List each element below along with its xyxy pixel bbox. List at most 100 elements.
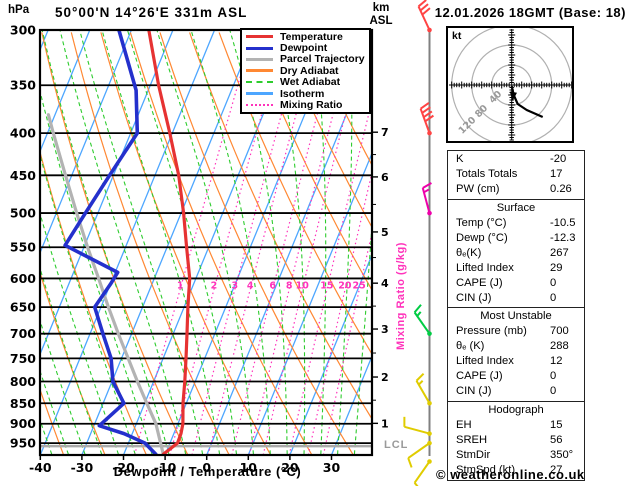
isotherm-line	[40, 30, 91, 154]
dry-adiabat-line	[41, 32, 189, 455]
index-row: Totals Totals 17	[448, 167, 584, 182]
hodograph-unit-label: kt	[452, 30, 462, 42]
wind-barb-full-tick	[421, 7, 431, 16]
mixing-ratio-value-label: 4	[247, 281, 254, 292]
index-value: 17	[550, 168, 563, 181]
index-row: Dewp (°C) -12.3	[448, 231, 584, 246]
index-row: StmDir 350°	[448, 448, 584, 463]
wind-barb	[413, 459, 432, 486]
legend: Temperature Dewpoint Parcel Trajectory Dry …	[240, 28, 371, 114]
wind-barb-full-tick	[413, 482, 419, 486]
index-row: Lifted Index 12	[448, 354, 584, 369]
km-tick-label: 5	[381, 226, 389, 239]
wet-adiabat-line	[79, 30, 204, 455]
index-value: 700	[550, 325, 569, 338]
index-value: -10.5	[550, 216, 576, 229]
index-label: StmSpd (kt)	[456, 463, 516, 476]
wind-barb-dot	[427, 27, 432, 33]
wet-adiabat-line	[40, 88, 153, 455]
index-label: CAPE (J)	[456, 276, 503, 289]
hodograph-trace	[510, 85, 544, 119]
index-row: CIN (J) 0	[448, 384, 584, 399]
wind-barb	[413, 304, 432, 336]
mixing-ratio-value-label: 6	[269, 281, 276, 292]
wind-barb-full-tick	[417, 0, 427, 8]
pressure-tick-label: 350	[10, 78, 36, 93]
pressure-tick-label: 550	[10, 240, 36, 255]
dewpoint-curve	[63, 30, 158, 455]
dry-adiabat-line	[129, 32, 313, 455]
km-tick-label: 1	[381, 417, 389, 430]
wet-adiabat-line	[353, 218, 372, 455]
x-tick-label: 20	[281, 460, 299, 475]
mixing-ratio-labels: 1 2 3 4 6 8 10 15 20 25	[177, 281, 366, 292]
wet-adiabat-line	[40, 266, 103, 455]
pressure-tick-label: 500	[10, 206, 36, 221]
index-value: 288	[550, 340, 569, 353]
wet-adiabat-line	[40, 211, 119, 455]
dry-adiabat-line	[307, 32, 372, 167]
km-axis: 1 2 3 4 5 6 7	[372, 126, 389, 430]
isotherm-line	[330, 354, 372, 455]
index-row: Temp (°C) -10.5	[448, 216, 584, 231]
wind-barb-full-tick	[413, 304, 422, 314]
pressure-tick-label: 650	[10, 300, 36, 315]
legend-label-dewpoint: Dewpoint	[280, 42, 328, 55]
wind-barb-full-tick	[419, 3, 429, 12]
index-label: CAPE (J)	[456, 370, 503, 383]
index-value: 56	[550, 433, 563, 446]
isotherm-line	[40, 30, 216, 455]
pressure-tick-label: 450	[10, 168, 36, 183]
index-row: K -20	[448, 152, 584, 167]
pressure-tick-label: 800	[10, 374, 36, 389]
legend-label-parcel-trajectory: Parcel Trajectory	[280, 53, 365, 66]
index-row: SREH 56	[448, 433, 584, 448]
pressure-tick-label: 700	[10, 326, 36, 341]
pressure-tick-label: 850	[10, 396, 36, 411]
altitude-unit-label: km ASL	[364, 2, 398, 28]
x-tick-label: -10	[154, 460, 177, 475]
temperature-curve	[147, 30, 192, 455]
index-label: StmDir	[456, 448, 491, 461]
index-label: SREH	[456, 433, 488, 446]
wind-barb-full-tick	[415, 372, 425, 382]
wind-barb-dot	[427, 431, 432, 436]
wet-adiabat-line	[101, 30, 221, 455]
index-value: 12	[550, 355, 563, 368]
index-value: -12.3	[550, 231, 576, 244]
datetime-title: 12.01.2026 18GMT (Base: 18)	[434, 5, 626, 20]
wind-barb	[407, 440, 432, 468]
legend-item-isotherm: Isotherm	[246, 88, 369, 100]
wind-barb-full-tick	[422, 182, 432, 189]
pressure-tick-label: 950	[10, 436, 36, 451]
legend-item-dry-adiabat: Dry Adiabat	[246, 65, 369, 77]
index-row: CAPE (J) 0	[448, 276, 584, 291]
mixing-ratio-value-label: 2	[211, 281, 218, 292]
index-label: θₑ(K)	[456, 246, 482, 259]
dry-adiabat-line	[277, 32, 372, 229]
x-tick-label: 0	[202, 460, 211, 475]
km-tick-label: 4	[381, 277, 389, 290]
index-value: 0.26	[550, 183, 572, 196]
index-value: 267	[550, 246, 569, 259]
km-tick-label: 2	[381, 371, 389, 384]
wind-barb-full-tick	[407, 457, 413, 468]
index-label: Lifted Index	[456, 355, 514, 368]
mixing-ratio-value-label: 10	[296, 281, 310, 292]
wet-adiabat-line	[41, 30, 170, 455]
pressure-tick-label: 600	[10, 271, 36, 286]
dry-adiabats	[40, 32, 372, 455]
isotherm-line	[0, 30, 7, 455]
lcl-label: LCL	[384, 439, 409, 451]
pressure-unit-label: hPa	[8, 4, 30, 16]
wind-barb-dot	[427, 459, 432, 464]
index-value: 15	[550, 418, 563, 431]
hodograph-trace-arrowhead	[509, 91, 517, 101]
wind-barb-half-tick	[416, 311, 422, 317]
mixing-ratio-value-label: 8	[286, 281, 293, 292]
indices-section-hodograph: Hodograph EH 15 SREH 56 StmDir 350° StmSpd (kt)…	[447, 400, 585, 481]
wet-adiabat-line	[156, 30, 254, 455]
x-tick-label: -40	[29, 460, 52, 475]
mixing-ratio-value-label: 3	[232, 281, 239, 292]
